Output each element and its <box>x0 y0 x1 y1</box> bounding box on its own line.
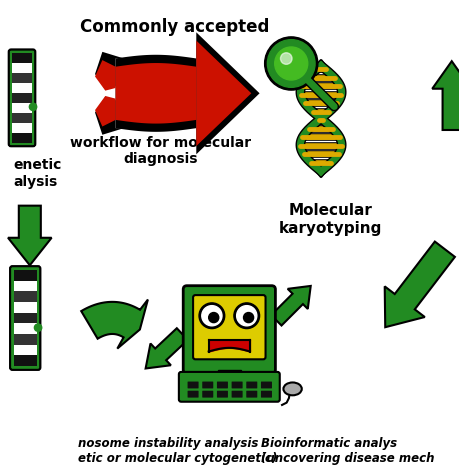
FancyBboxPatch shape <box>246 391 257 398</box>
FancyBboxPatch shape <box>217 391 228 398</box>
Text: Bioinformatic analys
(uncovering disease mech: Bioinformatic analys (uncovering disease… <box>262 437 435 465</box>
Circle shape <box>267 40 315 87</box>
FancyBboxPatch shape <box>12 83 32 93</box>
FancyBboxPatch shape <box>14 270 36 281</box>
Polygon shape <box>95 60 116 91</box>
Polygon shape <box>8 206 52 265</box>
FancyBboxPatch shape <box>12 63 32 73</box>
Circle shape <box>281 53 292 64</box>
FancyBboxPatch shape <box>188 382 199 388</box>
Polygon shape <box>95 96 116 127</box>
FancyBboxPatch shape <box>193 295 265 359</box>
Text: nosome instability analysis
etic or molecular cytogenetic): nosome instability analysis etic or mole… <box>78 437 277 465</box>
FancyBboxPatch shape <box>183 286 275 374</box>
FancyBboxPatch shape <box>12 93 32 103</box>
FancyBboxPatch shape <box>202 391 213 398</box>
FancyBboxPatch shape <box>232 382 243 388</box>
FancyBboxPatch shape <box>12 73 32 83</box>
FancyBboxPatch shape <box>12 133 32 143</box>
FancyBboxPatch shape <box>12 123 32 133</box>
Polygon shape <box>146 328 188 368</box>
FancyBboxPatch shape <box>217 382 228 388</box>
Text: Molecular
karyotyping: Molecular karyotyping <box>279 203 382 236</box>
Text: enetic
alysis: enetic alysis <box>14 158 62 189</box>
FancyBboxPatch shape <box>202 382 213 388</box>
Polygon shape <box>116 63 196 124</box>
Polygon shape <box>196 32 260 155</box>
FancyBboxPatch shape <box>12 113 32 123</box>
Ellipse shape <box>283 383 302 395</box>
FancyBboxPatch shape <box>14 281 36 292</box>
Circle shape <box>202 306 222 326</box>
FancyBboxPatch shape <box>261 382 272 388</box>
Polygon shape <box>196 41 251 146</box>
Polygon shape <box>271 286 311 326</box>
Circle shape <box>35 324 42 331</box>
FancyBboxPatch shape <box>232 391 243 398</box>
FancyBboxPatch shape <box>188 391 199 398</box>
FancyBboxPatch shape <box>179 372 280 402</box>
FancyBboxPatch shape <box>14 292 36 302</box>
Polygon shape <box>95 97 124 135</box>
FancyBboxPatch shape <box>261 391 272 398</box>
Polygon shape <box>385 242 455 327</box>
FancyBboxPatch shape <box>14 323 36 334</box>
Polygon shape <box>116 55 196 132</box>
FancyBboxPatch shape <box>9 49 36 146</box>
Circle shape <box>209 312 219 323</box>
FancyBboxPatch shape <box>14 345 36 356</box>
FancyBboxPatch shape <box>14 356 36 366</box>
FancyBboxPatch shape <box>14 302 36 313</box>
Text: Commonly accepted: Commonly accepted <box>80 18 269 36</box>
Circle shape <box>264 37 318 90</box>
FancyBboxPatch shape <box>12 53 32 63</box>
Polygon shape <box>432 61 471 130</box>
FancyBboxPatch shape <box>14 334 36 345</box>
Circle shape <box>244 312 254 323</box>
FancyBboxPatch shape <box>14 313 36 323</box>
Circle shape <box>234 303 260 328</box>
FancyBboxPatch shape <box>10 266 40 370</box>
Polygon shape <box>95 52 124 90</box>
FancyBboxPatch shape <box>12 103 32 113</box>
Circle shape <box>199 303 225 328</box>
FancyBboxPatch shape <box>218 370 241 383</box>
Circle shape <box>237 306 257 326</box>
Circle shape <box>29 103 36 110</box>
Circle shape <box>275 47 308 80</box>
Polygon shape <box>81 300 148 348</box>
FancyBboxPatch shape <box>246 382 257 388</box>
Text: workflow for molecular
diagnosis: workflow for molecular diagnosis <box>70 136 251 166</box>
